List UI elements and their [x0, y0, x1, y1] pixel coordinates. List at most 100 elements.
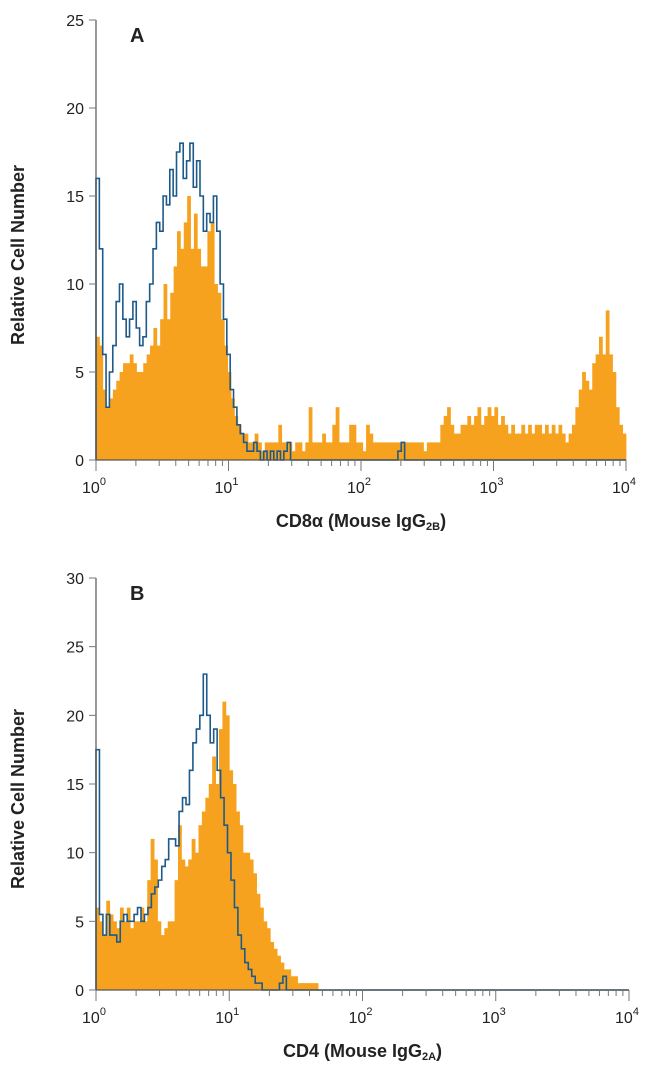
histogram-bin	[219, 729, 223, 990]
panel-a-histogram: 0 5 10 15 20 25 100 101 102 103 104 CD8α (Mouse IgG…	[8, 13, 636, 533]
histogram-bin	[379, 442, 384, 460]
histogram-bin	[558, 424, 563, 460]
y-axis-title: Relative Cell Number	[8, 165, 28, 345]
histogram-bin	[294, 976, 298, 990]
histogram-bin	[376, 442, 380, 460]
histogram-bin	[180, 248, 185, 460]
histogram-bin	[406, 442, 411, 460]
histogram-bin	[393, 442, 397, 460]
histogram-bin	[298, 442, 303, 460]
histogram-bin	[355, 442, 360, 460]
histogram-bin	[236, 811, 240, 990]
histogram-bin	[369, 433, 374, 460]
histogram-bin	[260, 907, 264, 990]
histogram-bin	[342, 442, 347, 460]
histogram-bin	[290, 976, 295, 990]
histogram-bin	[143, 921, 148, 990]
histogram-bin	[612, 372, 617, 460]
histogram-bin	[484, 416, 488, 460]
histogram-bin	[416, 442, 421, 460]
histogram-bin	[413, 442, 418, 460]
y-tick-label: 20	[66, 708, 84, 725]
histogram-bin	[99, 921, 104, 990]
histogram-bin	[208, 784, 213, 990]
histogram-bin	[212, 756, 216, 990]
histogram-bin	[443, 416, 448, 460]
histogram-bin	[119, 372, 124, 460]
histogram-bin	[477, 407, 482, 460]
histogram-bin	[480, 424, 485, 460]
histogram-bin	[234, 416, 239, 460]
x-tick-label: 102	[347, 476, 371, 497]
histogram-bin	[528, 424, 532, 460]
x-tick-label: 104	[612, 476, 636, 497]
histogram-bin	[278, 424, 283, 460]
y-axis-title: Relative Cell Number	[8, 709, 28, 889]
histogram-bin	[504, 424, 509, 460]
histogram-bin	[312, 442, 316, 460]
histogram-bin	[195, 852, 199, 990]
histogram-bin	[137, 921, 141, 990]
histogram-bin	[217, 292, 222, 460]
histogram-bin	[301, 451, 306, 460]
histogram-bin	[201, 811, 206, 990]
histogram-bin	[96, 907, 100, 990]
histogram-bin	[582, 372, 586, 460]
histogram-bin	[242, 852, 247, 990]
histogram-bin	[359, 442, 364, 460]
histogram-bin	[270, 941, 275, 990]
histogram-bin	[123, 921, 128, 990]
histogram-bin	[178, 825, 182, 990]
histogram-bin	[382, 442, 387, 460]
histogram-bin	[619, 424, 624, 460]
histogram-bin	[588, 389, 593, 460]
histogram-bin	[453, 433, 458, 460]
histogram-bin	[457, 433, 461, 460]
histogram-bin	[366, 424, 370, 460]
x-tick-label: 103	[480, 476, 504, 497]
histogram-bin	[139, 372, 144, 460]
histogram-bin	[544, 424, 549, 460]
histogram-bin	[470, 424, 475, 460]
histogram-bin	[116, 380, 121, 460]
histogram-bin	[463, 424, 468, 460]
histogram-bin	[187, 196, 191, 460]
histogram-bin	[551, 424, 556, 460]
histogram-bin	[420, 442, 424, 460]
histogram-bin	[372, 442, 377, 460]
filled-histogram-series	[96, 196, 627, 460]
y-tick-label: 30	[66, 571, 84, 588]
histogram-bin	[241, 433, 245, 460]
x-tick-label: 103	[482, 1006, 506, 1027]
x-tick-label: 101	[215, 476, 239, 497]
histogram-bin	[352, 424, 357, 460]
histogram-bin	[205, 797, 210, 990]
histogram-bin	[102, 389, 107, 460]
histogram-bin	[534, 424, 539, 460]
x-tick-label: 102	[349, 1006, 373, 1027]
y-tick-label: 25	[66, 640, 84, 657]
histogram-bin	[253, 873, 257, 990]
x-axis-title: CD8α (Mouse IgG2B)	[276, 511, 446, 533]
y-tick-label: 25	[66, 13, 84, 30]
histogram-bin	[177, 231, 181, 460]
y-tick-label: 0	[75, 983, 84, 1000]
histogram-bin	[287, 969, 292, 990]
y-tick-label: 10	[66, 846, 84, 863]
histogram-bin	[109, 398, 114, 460]
histogram-bin	[304, 983, 309, 990]
histogram-bin	[332, 424, 337, 460]
histogram-bin	[109, 914, 114, 990]
histogram-bin	[328, 442, 333, 460]
histogram-bin	[490, 416, 495, 460]
histogram-bin	[433, 442, 438, 460]
histogram-bin	[291, 451, 296, 460]
histogram-bin	[160, 319, 164, 460]
histogram-bin	[615, 407, 620, 460]
y-tick-label: 15	[66, 777, 84, 794]
histogram-bin	[215, 784, 220, 990]
histogram-bin	[362, 451, 367, 460]
histogram-bin	[335, 407, 340, 460]
y-tick-label: 5	[75, 365, 84, 382]
